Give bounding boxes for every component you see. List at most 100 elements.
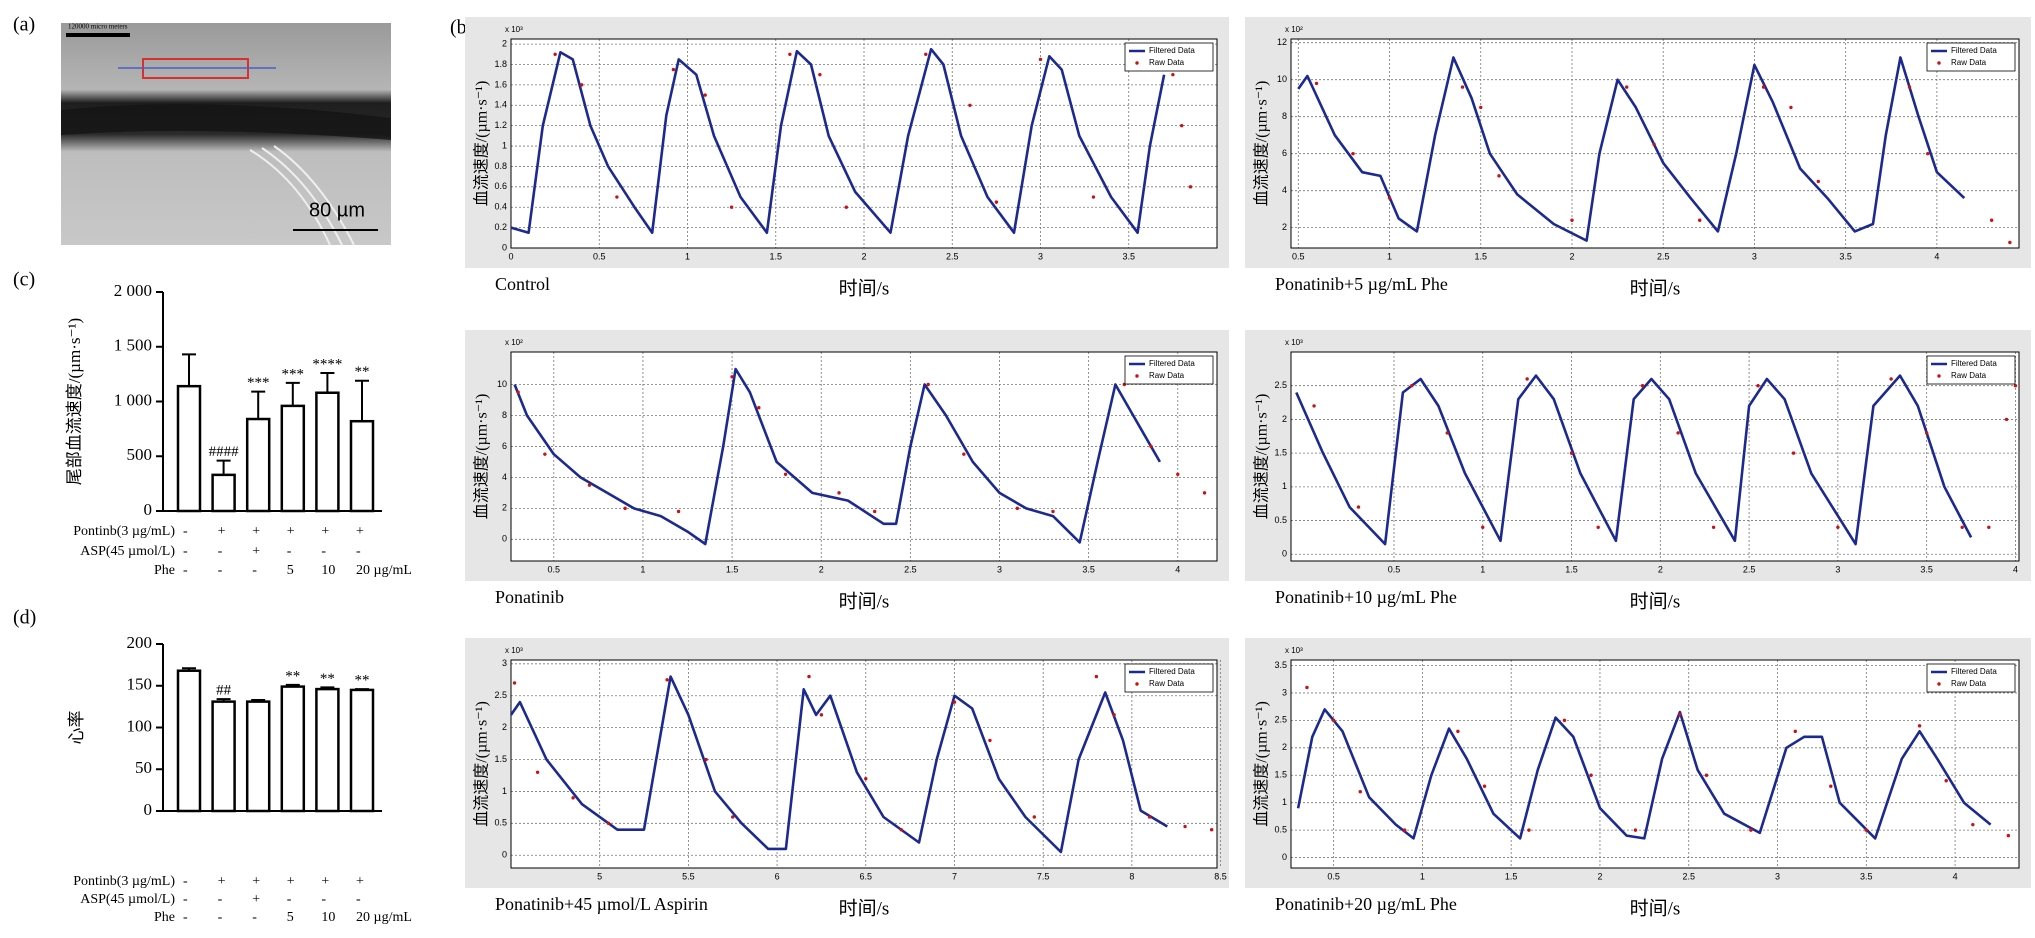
- raw-point: [968, 103, 972, 107]
- y-tick-label: 0: [502, 534, 507, 544]
- raw-point: [1410, 384, 1414, 388]
- y-tick-label: 2: [502, 503, 507, 513]
- error-bar: [216, 698, 231, 702]
- raw-point: [623, 506, 627, 511]
- raw-point: [516, 390, 520, 394]
- x-tick-label: 1.5: [769, 251, 782, 261]
- x-tick-label: 2.5: [1682, 871, 1695, 881]
- filtered-line: [510, 47, 1166, 234]
- treatment-value: -: [287, 892, 292, 907]
- raw-point: [704, 757, 708, 762]
- x-tick-label: 1.5: [726, 564, 739, 574]
- raw-point: [553, 52, 557, 56]
- x-tick-label: 7: [952, 871, 957, 881]
- x-axis-label: 时间/s: [839, 590, 890, 612]
- treatment-value: +: [321, 524, 329, 539]
- x-tick-label: 2: [819, 564, 824, 574]
- raw-point: [1149, 444, 1153, 449]
- y-tick-label: 100: [127, 716, 153, 735]
- x-tick-label: 1: [640, 564, 645, 574]
- treatment-value: -: [218, 563, 223, 578]
- y-tick-label: 3: [502, 658, 507, 668]
- raw-point: [606, 821, 611, 826]
- plot-border: [510, 659, 1218, 869]
- x-tick-label: 2.5: [1743, 564, 1756, 574]
- y-axis-label: 血流速度/(µm·s⁻¹): [1253, 394, 1271, 520]
- raw-point: [1482, 784, 1487, 788]
- y-tick-label: 1: [1282, 797, 1287, 807]
- legend-box: [1926, 42, 2016, 72]
- x-axis-label: 时间/s: [1630, 590, 1681, 612]
- plot-border: [510, 38, 1218, 249]
- significance: ***: [282, 366, 305, 382]
- plot-border: [1290, 659, 2020, 869]
- x-tick-label: 3: [1835, 564, 1840, 574]
- raw-point: [1960, 525, 1964, 529]
- y-axis-label: 血流速度/(µm·s⁻¹): [1253, 701, 1271, 827]
- y-tick-label: 0: [1282, 549, 1287, 559]
- error-bar: [355, 688, 369, 691]
- raw-point: [1864, 828, 1868, 832]
- plot-border: [1290, 351, 2020, 562]
- treatment-value: 5: [287, 563, 294, 578]
- x-tick-label: 7.5: [1037, 871, 1050, 881]
- y-tick-label: 1.5: [1274, 448, 1287, 458]
- x-tick-label: 0.5: [1292, 251, 1305, 261]
- x-tick-label: 2: [1569, 251, 1574, 261]
- treatment-value: +: [321, 874, 329, 889]
- raw-point: [844, 205, 849, 209]
- legend-box: [1124, 42, 1214, 72]
- raw-point: [512, 681, 517, 685]
- treatment-value: -: [321, 892, 326, 907]
- treatment-value: +: [252, 892, 260, 907]
- axis-multiplier: x 10²: [505, 338, 523, 347]
- y-tick-label: 0.5: [494, 818, 507, 828]
- raw-point: [962, 452, 966, 456]
- treatment-value: -: [321, 544, 326, 559]
- legend-box: [1926, 355, 2016, 385]
- raw-point: [1926, 151, 1930, 156]
- raw-point: [1816, 179, 1820, 184]
- raw-point: [2013, 384, 2018, 388]
- x-tick-label: 1: [685, 251, 690, 261]
- x-tick-label: 5.5: [682, 871, 695, 881]
- legend-label: Filtered Data: [1149, 667, 1195, 676]
- raw-point: [1676, 431, 1680, 435]
- y-tick-label: 1: [502, 140, 507, 150]
- raw-point: [1481, 525, 1485, 529]
- y-tick-label: 6: [502, 441, 507, 451]
- treatment-value: -: [183, 544, 188, 559]
- raw-point: [571, 796, 575, 800]
- caption: Ponatinib: [495, 587, 564, 607]
- y-tick-label: 4: [1282, 185, 1287, 195]
- raw-point: [1589, 773, 1593, 777]
- raw-point: [1176, 472, 1180, 477]
- y-tick-label: 50: [135, 758, 152, 777]
- axis-multiplier: x 10³: [505, 25, 523, 34]
- y-tick-label: 2: [1282, 414, 1287, 424]
- raw-point: [1989, 218, 1994, 222]
- raw-point: [1188, 185, 1193, 189]
- y-tick-label: 500: [127, 445, 153, 464]
- raw-point: [1202, 491, 1207, 495]
- raw-point: [2008, 240, 2012, 245]
- x-tick-label: 8.5: [1214, 871, 1227, 881]
- raw-point: [952, 700, 957, 704]
- raw-point: [1829, 784, 1833, 788]
- raw-point: [1038, 57, 1043, 62]
- x-tick-label: 1: [1387, 251, 1392, 261]
- error-bar: [355, 379, 369, 422]
- raw-point: [2006, 833, 2011, 838]
- x-axis-label: 时间/s: [839, 897, 890, 919]
- x-tick-label: 3.5: [1920, 564, 1933, 574]
- bar: [349, 688, 375, 813]
- bar: [245, 417, 271, 513]
- error-bar: [320, 372, 335, 393]
- raw-point: [2004, 417, 2009, 422]
- y-tick-label: 0.4: [494, 202, 507, 212]
- caption: Ponatinib+5 µg/mL Phe: [1275, 274, 1448, 294]
- filtered-line: [1295, 374, 1973, 546]
- y-tick-label: 2.5: [1274, 715, 1287, 725]
- y-tick-label: 1.5: [494, 754, 507, 764]
- raw-point: [1625, 85, 1629, 89]
